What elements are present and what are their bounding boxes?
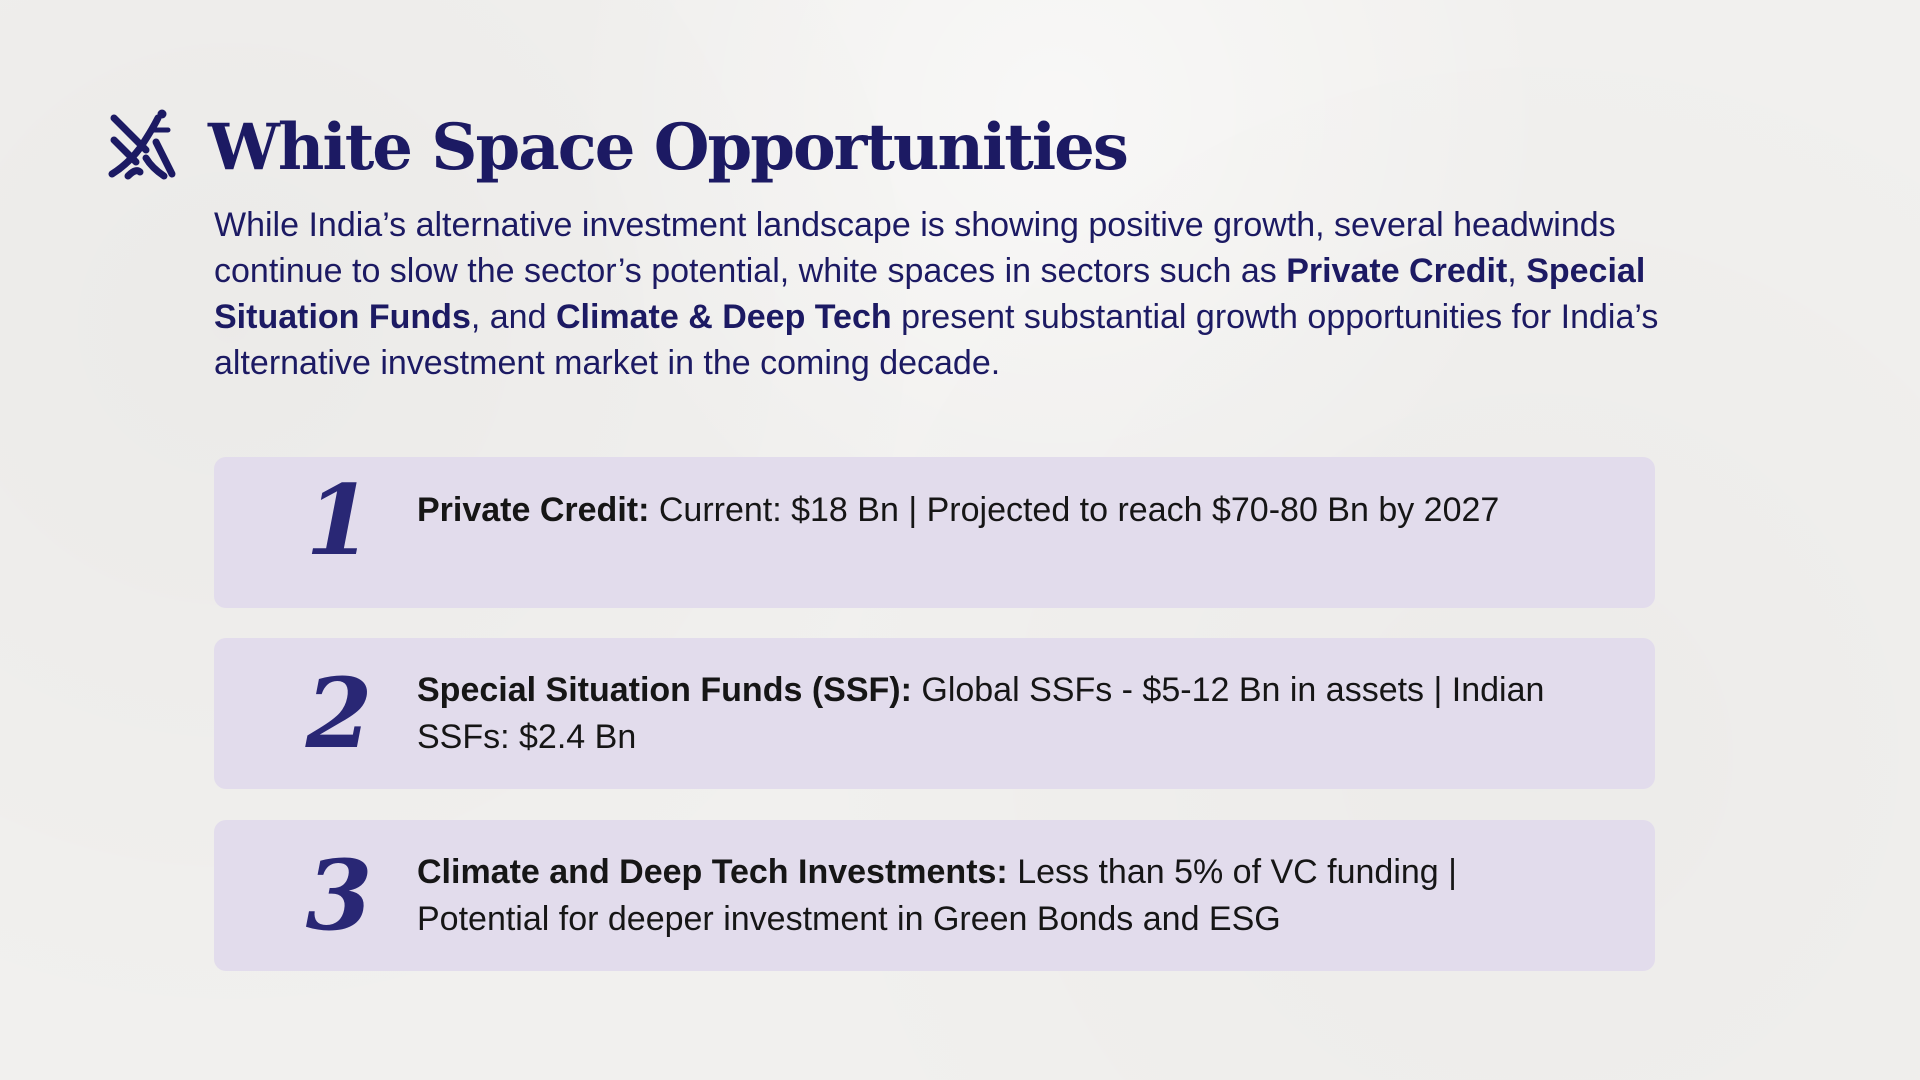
page-title: White Space Opportunities bbox=[208, 110, 1129, 185]
card-description: Current: $18 Bn | Projected to reach $70… bbox=[649, 491, 1500, 529]
intro-paragraph: While India’s alternative investment lan… bbox=[214, 202, 1734, 386]
intro-text-part2: present substantial growth opportunities… bbox=[214, 298, 1659, 382]
card-description: Less than 5% of VC funding | Potential f… bbox=[417, 852, 1457, 938]
card-label: Private Credit: bbox=[417, 491, 650, 529]
card-number: 1 bbox=[305, 464, 373, 577]
card-description: Global SSFs - $5-12 Bn in assets | India… bbox=[417, 670, 1545, 756]
intro-text-part1: While India’s alternative investment lan… bbox=[214, 206, 1616, 290]
intro-highlight-climate-deep-tech: Climate & Deep Tech bbox=[555, 298, 892, 336]
brand-logo-icon bbox=[106, 108, 180, 184]
intro-highlight-special-situation-funds: Special Situation Funds bbox=[214, 252, 1646, 336]
card-text: Private Credit: Current: $18 Bn | Projec… bbox=[417, 457, 1567, 608]
card-text: Climate and Deep Tech Investments: Less … bbox=[417, 820, 1567, 971]
intro-separator-2: , and bbox=[470, 298, 556, 336]
intro-separator-1: , bbox=[1507, 252, 1527, 290]
card-text: Special Situation Funds (SSF): Global SS… bbox=[417, 638, 1567, 789]
opportunity-card-special-situation-funds: 2 Special Situation Funds (SSF): Global … bbox=[214, 638, 1655, 789]
card-number: 2 bbox=[305, 657, 373, 770]
opportunity-card-climate-deep-tech: 3 Climate and Deep Tech Investments: Les… bbox=[214, 820, 1655, 971]
card-label: Climate and Deep Tech Investments: bbox=[417, 852, 1008, 891]
intro-highlight-private-credit: Private Credit bbox=[1286, 252, 1508, 290]
card-label: Special Situation Funds (SSF): bbox=[417, 670, 912, 709]
opportunity-card-private-credit: 1 Private Credit: Current: $18 Bn | Proj… bbox=[214, 457, 1655, 608]
card-number: 3 bbox=[305, 839, 373, 952]
